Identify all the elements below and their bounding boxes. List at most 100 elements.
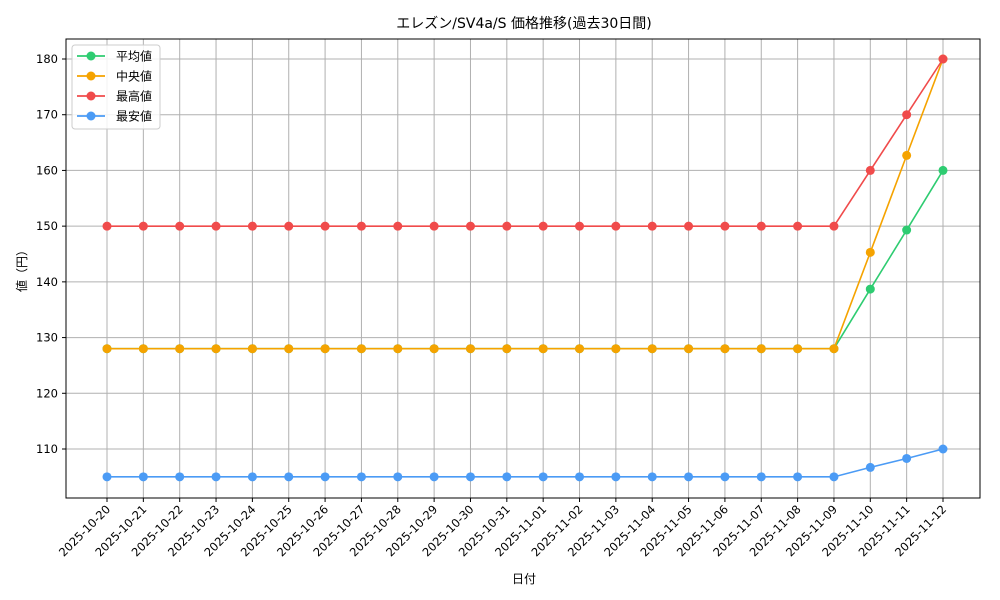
data-point <box>684 344 694 354</box>
series-0 <box>102 165 948 354</box>
legend-marker-icon <box>86 71 96 81</box>
data-point <box>829 344 839 354</box>
data-point <box>865 462 875 472</box>
grid-lines <box>66 39 980 498</box>
data-point <box>611 472 621 482</box>
data-point <box>429 221 439 231</box>
data-point <box>284 344 294 354</box>
legend-marker-icon <box>86 111 96 121</box>
data-point <box>756 221 766 231</box>
data-point <box>502 221 512 231</box>
data-point <box>429 472 439 482</box>
data-point <box>102 344 112 354</box>
data-point <box>393 221 403 231</box>
data-point <box>902 150 912 160</box>
data-point <box>647 344 657 354</box>
data-point <box>902 225 912 235</box>
data-point <box>211 472 221 482</box>
legend-item: 最高値 <box>77 89 152 104</box>
data-point <box>320 344 330 354</box>
data-point <box>429 344 439 354</box>
series-line <box>107 448 944 478</box>
data-point <box>465 472 475 482</box>
data-point <box>393 472 403 482</box>
data-point <box>756 344 766 354</box>
data-point <box>720 344 730 354</box>
data-point <box>284 221 294 231</box>
data-point <box>247 472 257 482</box>
data-point <box>647 472 657 482</box>
data-point <box>247 221 257 231</box>
y-axis-label: 値（円） <box>14 244 29 292</box>
data-point <box>756 472 766 482</box>
series-line <box>107 58 944 350</box>
y-tick-label: 140 <box>36 275 58 289</box>
data-point <box>320 472 330 482</box>
y-tick-label: 160 <box>36 163 58 177</box>
legend-label: 平均値 <box>116 49 152 64</box>
data-point <box>611 344 621 354</box>
data-point <box>647 221 657 231</box>
data-point <box>611 221 621 231</box>
y-tick-label: 110 <box>36 442 58 456</box>
data-point <box>102 472 112 482</box>
data-point <box>575 344 585 354</box>
data-point <box>938 444 948 454</box>
data-point <box>175 221 185 231</box>
data-point <box>538 221 548 231</box>
data-point <box>575 221 585 231</box>
series-lines <box>102 54 948 482</box>
data-point <box>284 472 294 482</box>
series-line <box>107 170 944 350</box>
legend-item: 平均値 <box>77 49 152 64</box>
y-tick-label: 120 <box>36 386 58 400</box>
legend-label: 中央値 <box>116 69 152 84</box>
data-point <box>720 472 730 482</box>
legend-label: 最安値 <box>116 109 152 124</box>
series-3 <box>102 444 948 482</box>
y-tick-label: 150 <box>36 219 58 233</box>
data-point <box>138 472 148 482</box>
data-point <box>829 472 839 482</box>
data-point <box>865 165 875 175</box>
data-point <box>138 344 148 354</box>
data-point <box>538 472 548 482</box>
data-point <box>793 472 803 482</box>
data-point <box>211 221 221 231</box>
data-point <box>393 344 403 354</box>
data-point <box>575 472 585 482</box>
data-point <box>902 453 912 463</box>
series-1 <box>102 54 948 354</box>
legend-box <box>71 44 161 130</box>
legend-item: 最安値 <box>77 109 152 124</box>
legend-marker-icon <box>86 91 96 101</box>
x-axis-ticks: 2025-10-202025-10-212025-10-222025-10-23… <box>56 498 949 559</box>
series-2 <box>102 54 948 231</box>
data-point <box>938 54 948 64</box>
data-point <box>356 472 366 482</box>
data-point <box>865 284 875 294</box>
legend-label: 最高値 <box>116 89 152 104</box>
data-point <box>465 344 475 354</box>
data-point <box>684 472 694 482</box>
data-point <box>502 472 512 482</box>
data-point <box>865 247 875 257</box>
data-point <box>465 221 475 231</box>
x-axis-label: 日付 <box>512 572 536 586</box>
data-point <box>102 221 112 231</box>
plot-frame <box>65 38 981 499</box>
y-axis-ticks: 110 120 130 140 150 160 170 180 <box>36 52 66 456</box>
y-tick-label: 170 <box>36 108 58 122</box>
data-point <box>538 344 548 354</box>
data-point <box>793 344 803 354</box>
data-point <box>211 344 221 354</box>
data-point <box>720 221 730 231</box>
legend-marker-icon <box>86 51 96 61</box>
legend-item: 中央値 <box>77 69 152 84</box>
data-point <box>356 344 366 354</box>
series-line <box>107 58 944 227</box>
data-point <box>175 344 185 354</box>
data-point <box>829 221 839 231</box>
